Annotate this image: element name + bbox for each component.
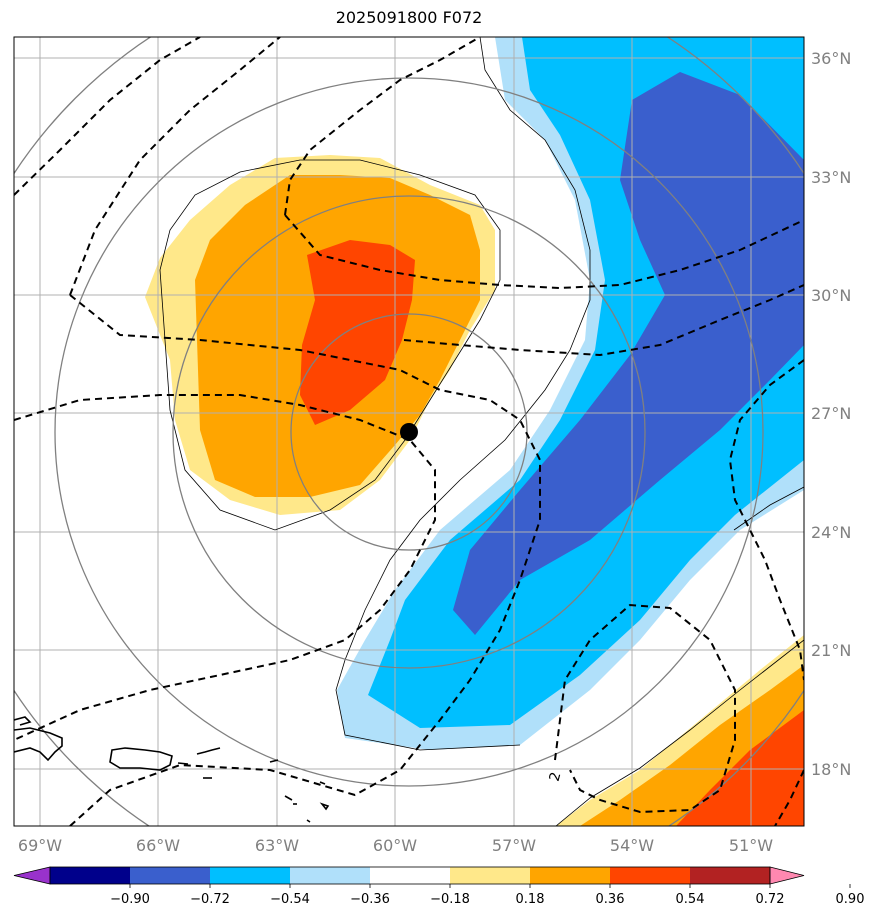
colorbar-tick-label: 0.72 [756,892,785,907]
colorbar-segment [530,867,611,884]
map-border [13,36,805,827]
colorbar-segment [130,867,211,884]
colorbar-border [49,866,771,885]
thin-contours [159,37,804,826]
lat-label-24n: 24°N [811,523,851,542]
colorbar-tick-label: 0.36 [596,892,625,907]
lat-label-21n: 21°N [811,641,851,660]
colorbar-tick-label: 0.18 [516,892,545,907]
lat-label-18n: 18°N [811,760,851,779]
colorbar-tick-label: 0.90 [836,892,865,907]
lon-label-51w: 51°W [729,836,773,855]
lon-label-63w: 63°W [255,836,299,855]
gray-range-rings [14,37,804,826]
lon-label-54w: 54°W [610,836,654,855]
colorbar-segment [210,867,291,884]
lat-label-30n: 30°N [811,286,851,305]
colorbar-segment [50,867,131,884]
map-title: 2025091800 F072 [335,8,483,27]
colorbar-tick-label: −0.72 [190,892,230,907]
contour-label: 2 [547,770,565,783]
colorbar-tick-label: 0.54 [676,892,705,907]
lat-label-33n: 33°N [811,168,851,187]
colorbar: −0.90 −0.72 −0.54 −0.36 −0.18 0.18 0.36 0.54 0.7… [13,866,865,907]
lon-label-69w: 69°W [18,836,62,855]
colorbar-segment [450,867,531,884]
colorbar-segment [610,867,691,884]
lon-label-57w: 57°W [492,836,536,855]
colorbar-tick-label: −0.54 [270,892,310,907]
colorbar-tick-label: −0.36 [350,892,390,907]
coastlines [14,716,330,823]
lat-label-36n: 36°N [811,49,851,68]
colorbar-tick-label: −0.18 [430,892,470,907]
lat-label-27n: 27°N [811,404,851,423]
colorbar-extend-low [13,866,51,885]
colorbar-segment [290,867,371,884]
colorbar-segment [370,867,451,884]
dashed-contours [14,37,804,826]
lon-label-66w: 66°W [136,836,180,855]
shading-orange-red [300,240,415,425]
storm-center-marker [400,423,418,441]
colorbar-segment [690,867,771,884]
colorbar-tick-label: −0.90 [110,892,150,907]
colorbar-extend-high [769,866,805,885]
lon-label-60w: 60°W [373,836,417,855]
